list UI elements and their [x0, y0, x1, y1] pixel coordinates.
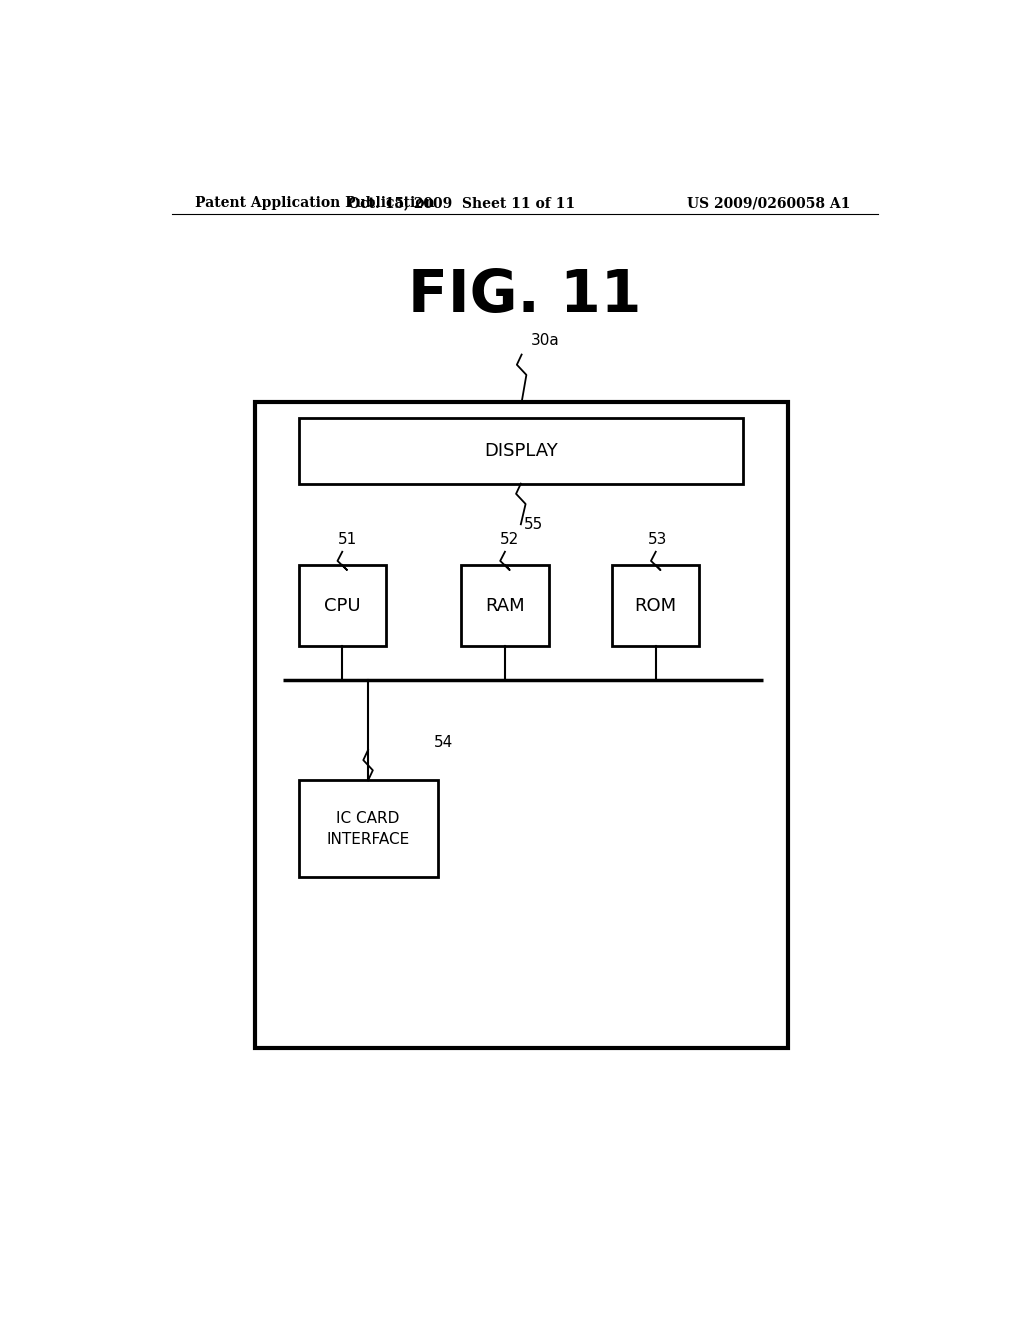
Text: 30a: 30a [531, 334, 560, 348]
Text: IC CARD
INTERFACE: IC CARD INTERFACE [327, 810, 410, 846]
Bar [299, 780, 437, 876]
Bar [299, 565, 386, 647]
Text: 55: 55 [524, 517, 544, 532]
Text: FIG. 11: FIG. 11 [409, 267, 641, 325]
Text: Oct. 15, 2009  Sheet 11 of 11: Oct. 15, 2009 Sheet 11 of 11 [348, 197, 574, 210]
Text: ROM: ROM [635, 597, 677, 615]
Text: 54: 54 [433, 735, 453, 750]
Text: 51: 51 [338, 532, 357, 546]
Text: Patent Application Publication: Patent Application Publication [196, 197, 435, 210]
Text: DISPLAY: DISPLAY [484, 442, 558, 459]
Bar [461, 565, 549, 647]
Text: CPU: CPU [324, 597, 360, 615]
Bar [299, 417, 743, 483]
Text: 53: 53 [648, 532, 668, 546]
Bar [612, 565, 699, 647]
Text: 52: 52 [500, 532, 518, 546]
Text: US 2009/0260058 A1: US 2009/0260058 A1 [687, 197, 850, 210]
Text: RAM: RAM [485, 597, 524, 615]
Bar [255, 403, 788, 1048]
